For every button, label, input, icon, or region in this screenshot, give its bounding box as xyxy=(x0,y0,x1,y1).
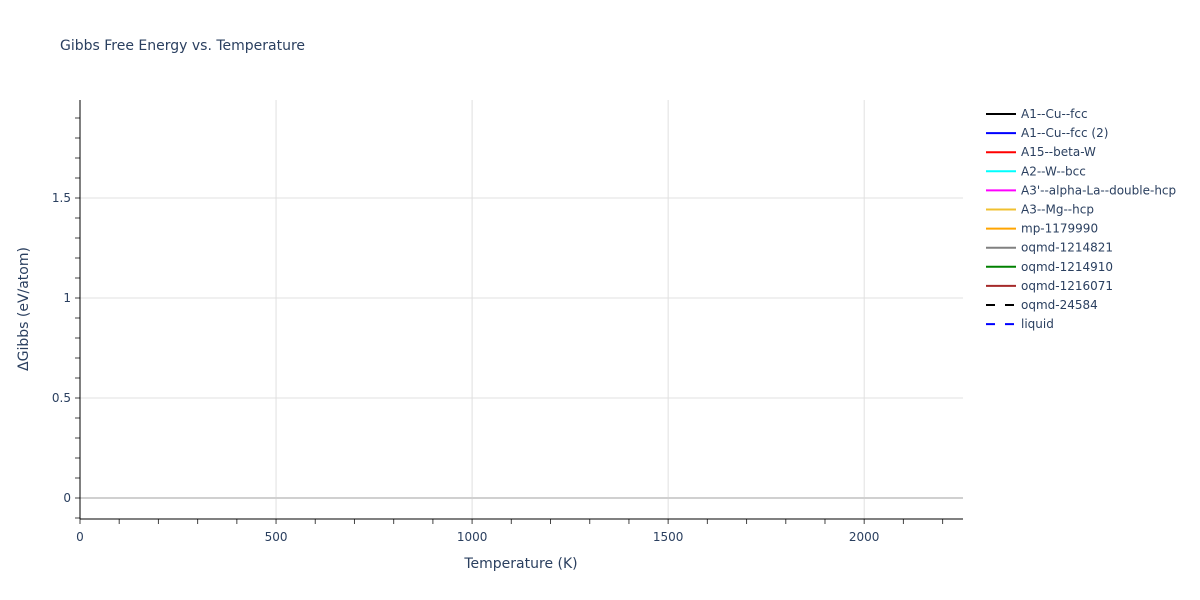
legend-label: liquid xyxy=(1021,317,1054,331)
chart-title: Gibbs Free Energy vs. Temperature xyxy=(60,38,305,54)
legend-item[interactable]: A1--Cu--fcc xyxy=(986,107,1088,121)
y-tick-label: 0.5 xyxy=(52,391,71,405)
legend-label: mp-1179990 xyxy=(1021,222,1098,236)
legend-label: oqmd-1214821 xyxy=(1021,241,1113,255)
legend-item[interactable]: liquid xyxy=(986,317,1054,331)
x-tick-label: 0 xyxy=(76,530,84,544)
x-tick-label: 500 xyxy=(265,530,288,544)
x-tick-label: 1000 xyxy=(457,530,488,544)
legend-label: oqmd-1214910 xyxy=(1021,260,1113,274)
legend-label: A2--W--bcc xyxy=(1021,164,1086,178)
x-tick-label: 1500 xyxy=(653,530,684,544)
legend-label: oqmd-24584 xyxy=(1021,298,1098,312)
y-axis-label: ΔGibbs (eV/atom) xyxy=(16,247,32,371)
legend-label: A3'--alpha-La--double-hcp xyxy=(1021,183,1176,197)
legend-item[interactable]: oqmd-1214821 xyxy=(986,241,1113,255)
grid xyxy=(80,100,963,519)
y-tick-label: 1.5 xyxy=(52,191,71,205)
legend-item[interactable]: A3--Mg--hcp xyxy=(986,203,1094,217)
axes: 0 500 1000 1500 2000 0 0.5 1 1.5 xyxy=(52,100,963,544)
legend-item[interactable]: oqmd-1214910 xyxy=(986,260,1113,274)
legend-item[interactable]: oqmd-1216071 xyxy=(986,279,1113,293)
legend-label: A15--beta-W xyxy=(1021,145,1096,159)
legend[interactable]: A1--Cu--fcc A1--Cu--fcc (2) A15--beta-W A2-… xyxy=(986,107,1176,331)
legend-item[interactable]: A15--beta-W xyxy=(986,145,1096,159)
legend-label: oqmd-1216071 xyxy=(1021,279,1113,293)
legend-item[interactable]: A3'--alpha-La--double-hcp xyxy=(986,183,1176,197)
y-tick-label: 1 xyxy=(63,291,71,305)
legend-item[interactable]: A1--Cu--fcc (2) xyxy=(986,126,1108,140)
legend-label: A1--Cu--fcc xyxy=(1021,107,1088,121)
x-tick-label: 2000 xyxy=(849,530,880,544)
legend-item[interactable]: oqmd-24584 xyxy=(986,298,1098,312)
x-axis-label: Temperature (K) xyxy=(463,556,577,572)
legend-label: A1--Cu--fcc (2) xyxy=(1021,126,1108,140)
legend-item[interactable]: mp-1179990 xyxy=(986,222,1098,236)
legend-item[interactable]: A2--W--bcc xyxy=(986,164,1086,178)
y-tick-label: 0 xyxy=(63,491,71,505)
legend-label: A3--Mg--hcp xyxy=(1021,203,1094,217)
